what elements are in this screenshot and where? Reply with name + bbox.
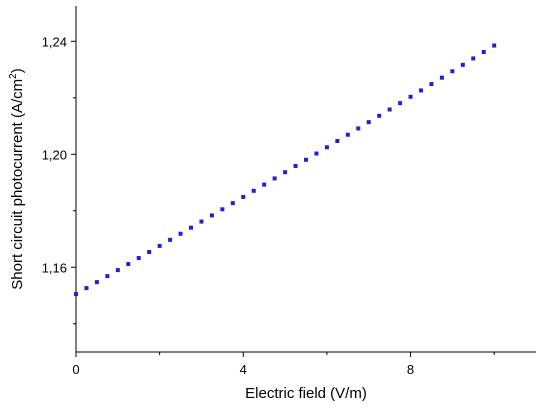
x-tick-label: 8 (407, 362, 414, 377)
data-point (84, 286, 89, 291)
y-axis-title-main: Short circuit photocurrent (A/cm (9, 79, 26, 290)
data-point (126, 262, 131, 267)
data-point (74, 292, 78, 297)
axes (75, 6, 536, 353)
data-point (450, 69, 455, 74)
x-ticks: 0 4 8 (72, 352, 495, 377)
data-point (94, 280, 99, 285)
data-point (314, 151, 319, 156)
data-point (481, 49, 486, 54)
data-point (209, 213, 214, 218)
data-point (230, 201, 235, 206)
data-point (356, 126, 361, 131)
data-point (492, 43, 497, 48)
data-point (439, 75, 444, 80)
data-point (272, 176, 277, 181)
y-tick-label: 1,24 (42, 34, 67, 49)
x-tick-label: 0 (72, 362, 79, 377)
y-axis-title: Short circuit photocurrent (A/cm2) (8, 68, 26, 289)
data-point (471, 56, 476, 61)
data-point (178, 231, 183, 236)
x-tick-label: 4 (240, 362, 247, 377)
data-point (168, 237, 173, 242)
data-point (136, 256, 141, 261)
data-point (115, 268, 120, 273)
data-point (189, 225, 193, 230)
data-points (74, 43, 497, 297)
y-axis-title-tail: ) (9, 68, 26, 73)
data-point (377, 113, 382, 118)
x-axis-title: Electric field (V/m) (245, 385, 367, 402)
data-point (147, 249, 152, 254)
y-ticks: 1,16 1,20 1,24 (42, 34, 76, 325)
data-point (251, 188, 256, 193)
data-point (345, 132, 350, 137)
y-axis-title-superscript: 2 (8, 73, 19, 79)
data-point (262, 182, 267, 187)
data-point (460, 62, 465, 67)
data-point (199, 219, 204, 224)
data-point (220, 207, 225, 212)
data-point (429, 82, 434, 87)
data-point (408, 94, 413, 99)
data-point (366, 120, 371, 125)
data-point (241, 194, 246, 199)
data-point (283, 170, 288, 175)
data-point (105, 274, 110, 279)
data-point (293, 164, 298, 169)
data-point (419, 88, 423, 93)
data-point (387, 107, 392, 112)
data-point (304, 157, 308, 162)
y-tick-label: 1,20 (42, 147, 67, 162)
y-tick-label: 1,16 (42, 260, 67, 275)
data-point (324, 145, 329, 150)
data-point (335, 139, 340, 144)
data-point (398, 101, 403, 106)
data-point (157, 243, 162, 248)
